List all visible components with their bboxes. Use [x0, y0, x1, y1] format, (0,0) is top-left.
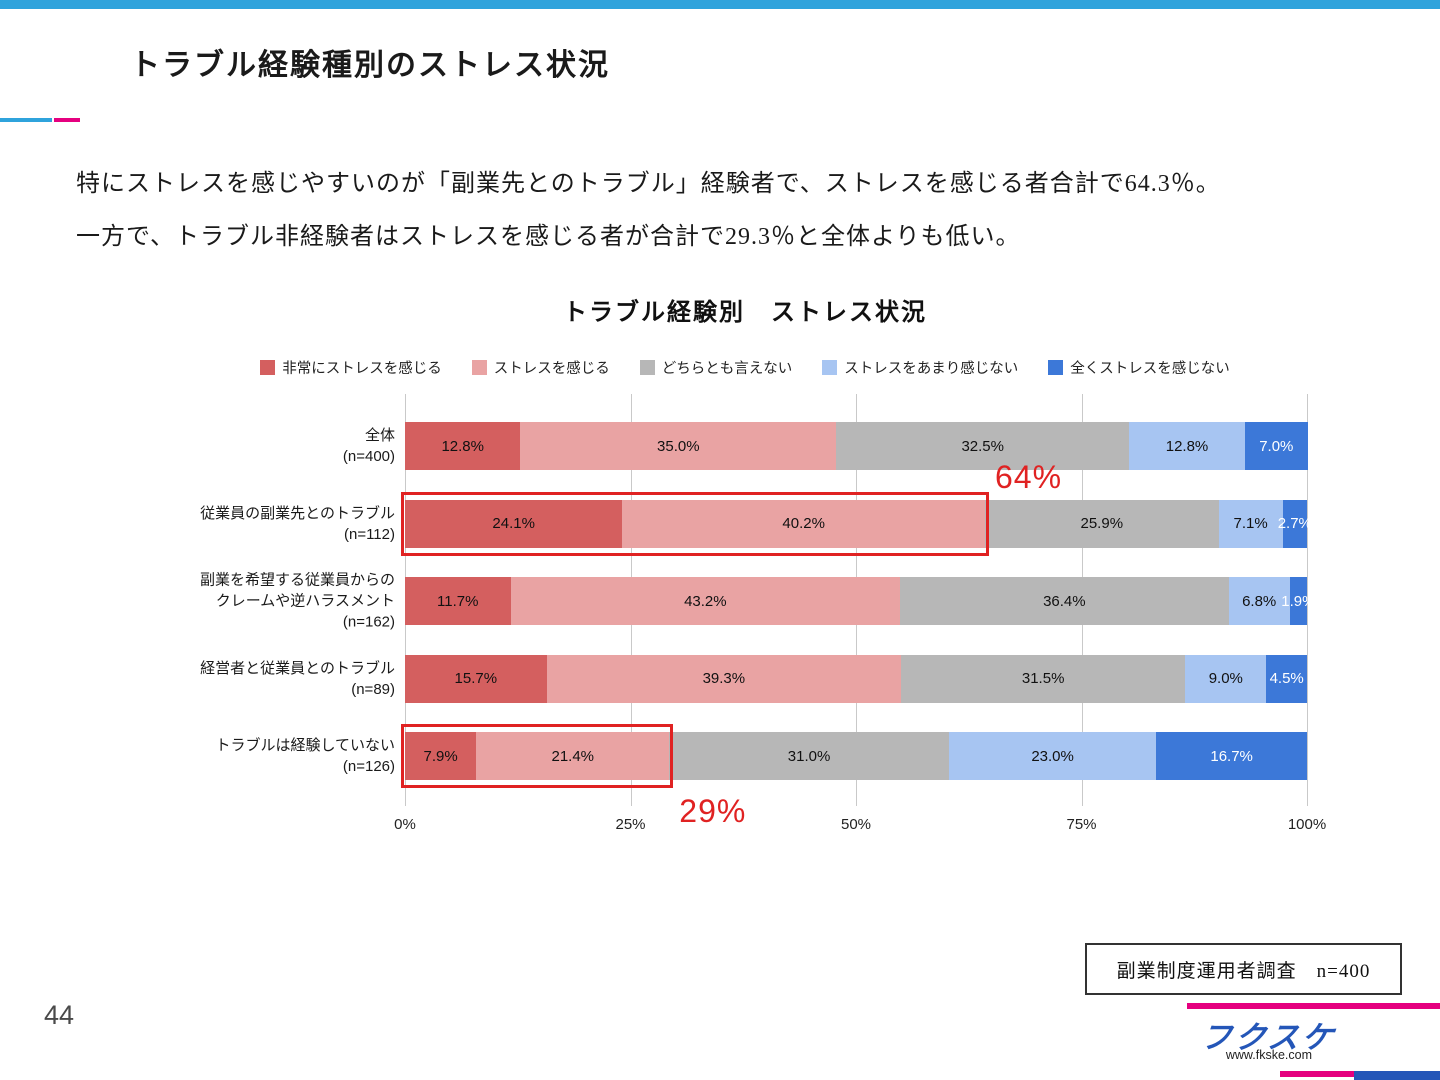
body-text: 特にストレスを感じやすいのが「副業先とのトラブル」経験者で、ストレスを感じる者合… [76, 158, 1221, 264]
chart-row: 11.7% 43.2% 36.4% 6.8% 1.9% [405, 577, 1316, 625]
bar-segment: 6.8% [1228, 577, 1290, 625]
x-axis-tick: 25% [615, 816, 646, 833]
bar-segment: 31.0% [669, 732, 949, 780]
x-axis-tick: 75% [1066, 816, 1097, 833]
bar-segment: 31.5% [901, 654, 1186, 703]
bar-segment: 21.4% [476, 732, 670, 780]
bar-segment: 36.4% [900, 577, 1229, 625]
x-axis-tick: 100% [1287, 816, 1327, 833]
bar-segment: 4.5% [1266, 654, 1307, 703]
bar-segment: 23.0% [948, 732, 1157, 780]
category-label: トラブルは経験していない (n=126) [215, 737, 395, 775]
legend-item: 非常にストレスを感じる [260, 357, 442, 378]
legend-swatch [1048, 360, 1064, 375]
bar-segment: 32.5% [836, 422, 1130, 470]
page-number: 44 [44, 1000, 75, 1030]
bar-segment: 43.2% [510, 577, 901, 625]
bar-segment: 2.7% [1278, 499, 1312, 548]
legend-swatch [822, 360, 838, 375]
category-label: 全体 (n=400) [342, 427, 395, 465]
category-label: 副業を希望する従業員からの クレームや逆ハラスメント (n=162) [199, 571, 395, 631]
bar-segment: 16.7% [1156, 732, 1307, 780]
bar-segment: 12.8% [1129, 422, 1245, 470]
page-title: トラブル経験種別のストレス状況 [130, 49, 610, 82]
chart-row: 15.7% 39.3% 31.5% 9.0% 4.5% [405, 654, 1307, 703]
chart-row: 24.1% 40.2% 25.9% 7.1% 2.7% [405, 499, 1312, 548]
bar-segment: 40.2% [622, 499, 985, 548]
chart-legend: 非常にストレスを感じる ストレスを感じる どちらとも言えない ストレスをあまり感じない… [183, 357, 1307, 378]
legend-item: どちらとも言えない [639, 357, 793, 378]
gridline [1307, 394, 1308, 806]
plot-area: 0% 25% 50% 75% 100% 12.8% 35.0% 32.5% 12.8% 7.0% 2… [394, 394, 1326, 833]
bar-segment: 7.9% [405, 732, 477, 780]
category-label: 経営者と従業員とのトラブル (n=89) [200, 659, 395, 698]
underline-magenta [54, 118, 80, 122]
legend-swatch [260, 360, 276, 375]
bar-segment: 7.0% [1244, 422, 1308, 470]
chart-row: 12.8% 35.0% 32.5% 12.8% 7.0% [405, 422, 1308, 470]
category-label: 従業員の副業先とのトラブル (n=112) [200, 504, 395, 543]
category-labels: 全体 (n=400) 従業員の副業先とのトラブル (n=112) 副業を希望する従業員か… [183, 394, 405, 806]
bar-segment: 9.0% [1185, 654, 1267, 703]
chart-plot: 全体 (n=400) 従業員の副業先とのトラブル (n=112) 副業を希望する従業員か… [183, 394, 1326, 844]
bar-segment: 1.9% [1281, 577, 1316, 625]
bar-segment: 15.7% [405, 654, 547, 703]
annotation-label: 29% [679, 793, 747, 829]
body-line-1: 特にストレスを感じやすいのが「副業先とのトラブル」経験者で、ストレスを感じる者合… [76, 171, 1221, 197]
bar-segment: 39.3% [546, 654, 902, 703]
annotation-label: 64% [994, 458, 1063, 495]
bar-segment: 11.7% [405, 577, 511, 625]
top-accent-bar [0, 0, 1440, 9]
chart-row: 7.9% 21.4% 31.0% 23.0% 16.7% [405, 732, 1307, 780]
legend-item: 全くストレスを感じない [1048, 357, 1230, 378]
legend-label: ストレスを感じる [493, 361, 610, 377]
bar-segment: 35.0% [520, 422, 837, 470]
underline-cyan [0, 118, 52, 122]
source-note: 副業制度運用者調査 n=400 [1116, 960, 1371, 982]
body-line-2: 一方で、トラブル非経験者はストレスを感じる者が合計で29.3％と全体よりも低い。 [76, 224, 1021, 250]
footer-accent-line [1187, 1003, 1440, 1009]
legend-item: ストレスをあまり感じない [822, 357, 1018, 378]
legend-swatch [639, 360, 655, 375]
bar-segment: 12.8% [405, 422, 521, 470]
bar-segment: 7.1% [1218, 499, 1283, 548]
legend-label: どちらとも言えない [661, 361, 793, 377]
x-axis-tick: 0% [394, 816, 416, 833]
chart: トラブル経験別 ストレス状況 非常にストレスを感じる ストレスを感じる どちらとも言… [183, 292, 1326, 844]
legend-label: ストレスをあまり感じない [844, 361, 1019, 377]
corner-pink-bar [1280, 1071, 1354, 1077]
chart-title: トラブル経験別 ストレス状況 [563, 300, 927, 326]
source-note-box: 副業制度運用者調査 n=400 [1085, 943, 1402, 995]
corner-blue-bar [1354, 1071, 1440, 1080]
bar-segment: 24.1% [405, 499, 623, 548]
x-axis-tick: 50% [840, 816, 872, 833]
legend-swatch [471, 360, 487, 375]
legend-label: 非常にストレスを感じる [282, 361, 442, 377]
bar-segment: 25.9% [984, 499, 1219, 548]
title-underline [0, 118, 80, 122]
legend-label: 全くストレスを感じない [1070, 361, 1230, 377]
legend-item: ストレスを感じる [471, 357, 610, 378]
logo-url: www.fkske.com [1225, 1048, 1312, 1062]
